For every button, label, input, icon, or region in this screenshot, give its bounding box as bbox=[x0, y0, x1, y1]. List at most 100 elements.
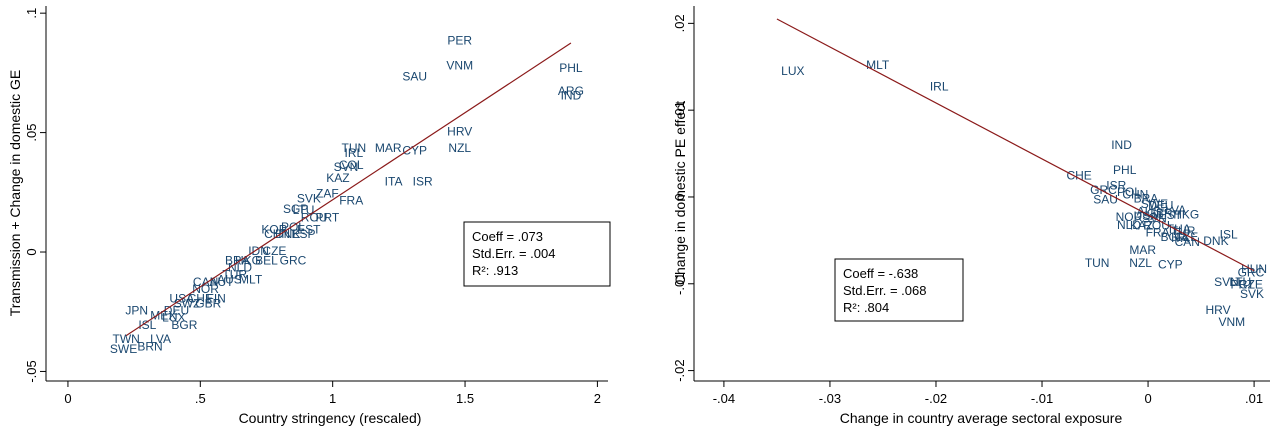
point-label-svn: SVN bbox=[1214, 275, 1239, 289]
point-label-sgp: SGP bbox=[283, 202, 308, 216]
point-label-lux: LUX bbox=[781, 64, 804, 78]
point-label-per: PER bbox=[447, 34, 472, 48]
x-tick-label: .5 bbox=[195, 391, 206, 406]
point-label-ltu: LTU bbox=[293, 203, 315, 217]
fitted-regression-line bbox=[125, 42, 572, 337]
point-label-est: EST bbox=[297, 222, 321, 236]
point-label-fra: FRA bbox=[1146, 226, 1170, 240]
point-label-nor: NOR bbox=[1116, 210, 1143, 224]
point-label-lux: LUX bbox=[162, 311, 185, 325]
y-tick-label: .1 bbox=[24, 8, 39, 19]
point-label-mar: MAR bbox=[1129, 243, 1156, 257]
point-label-ita: ITA bbox=[385, 175, 403, 189]
point-label-mlt: MLT bbox=[239, 272, 263, 286]
point-label-isl: ISL bbox=[1220, 227, 1238, 241]
y-axis-title: Transmission + Change in domestic GE bbox=[7, 70, 23, 317]
point-label-can: CAN bbox=[193, 275, 218, 289]
point-label-col: COL bbox=[339, 158, 364, 172]
point-label-aut: AUT bbox=[209, 275, 234, 289]
point-label-tha: THA bbox=[1167, 222, 1191, 236]
y-tick-label: -.01 bbox=[672, 273, 687, 295]
x-tick-label: 2 bbox=[594, 391, 601, 406]
regression-stat-line: R²: .913 bbox=[472, 263, 518, 278]
point-label-prt: PRT bbox=[1231, 278, 1255, 292]
y-tick-label: 0 bbox=[24, 248, 39, 255]
point-label-bgr: BGR bbox=[1160, 230, 1186, 244]
point-label-bra: BRA bbox=[1134, 192, 1159, 206]
x-tick-label: -.01 bbox=[1031, 391, 1053, 406]
x-tick-label: 1 bbox=[329, 391, 336, 406]
point-label-zaf: ZAF bbox=[316, 187, 339, 201]
x-tick-label: .01 bbox=[1245, 391, 1263, 406]
point-label-fra: FRA bbox=[339, 194, 363, 208]
point-label-grc: GRC bbox=[1090, 183, 1117, 197]
point-label-isr: ISR bbox=[413, 175, 433, 189]
y-tick-label: .05 bbox=[24, 124, 39, 142]
y-tick-label: .01 bbox=[672, 101, 687, 119]
point-label-isr: ISR bbox=[1106, 179, 1126, 193]
point-label-cyp: CYP bbox=[1158, 258, 1183, 272]
point-label-hrv: HRV bbox=[447, 124, 472, 138]
x-axis-title: Change in country average sectoral expos… bbox=[840, 410, 1123, 426]
point-label-tun: TUN bbox=[1085, 256, 1110, 270]
point-label-pol: POL bbox=[1117, 185, 1141, 199]
point-label-mex: MEX bbox=[150, 308, 176, 322]
point-label-hrv: HRV bbox=[1205, 303, 1230, 317]
y-tick-label: .02 bbox=[672, 14, 687, 32]
point-label-aus: AUS bbox=[1137, 205, 1162, 219]
regression-stat-line: Std.Err. = .068 bbox=[843, 283, 926, 298]
point-label-lva: LVA bbox=[1165, 203, 1186, 217]
point-label-svn: SVN bbox=[334, 160, 359, 174]
point-label-fin: FIN bbox=[207, 292, 226, 306]
x-axis-title: Country stringency (rescaled) bbox=[239, 410, 422, 426]
scatter-panel-2: -.04 -.03 -.02 -.01 0 .01 -.02 -.01 0 .01 .02 Chang… bbox=[672, 6, 1270, 426]
point-label-irl: IRL bbox=[930, 80, 949, 94]
point-label-swe: SWE bbox=[110, 342, 137, 356]
point-label-chn: CHN bbox=[264, 227, 290, 241]
point-label-can: CAN bbox=[1175, 235, 1200, 249]
point-label-mar: MAR bbox=[375, 141, 402, 155]
scatter-panel-1: 0 .5 1 1.5 2 -.05 0 .05 .1 Country stringency (re… bbox=[7, 6, 611, 426]
point-label-bra: BRA bbox=[225, 253, 250, 267]
point-label-aus: AUS bbox=[217, 272, 242, 286]
point-label-twn: TWN bbox=[113, 332, 140, 346]
point-label-nzl: NZL bbox=[448, 141, 471, 155]
point-label-tur: TUR bbox=[1171, 224, 1196, 238]
point-label-swe: SWE bbox=[1141, 197, 1168, 211]
point-label-grc: GRC bbox=[280, 253, 307, 267]
point-label-mlt: MLT bbox=[866, 58, 890, 72]
point-label-sau: SAU bbox=[1093, 193, 1118, 207]
x-tick-label: 1.5 bbox=[456, 391, 474, 406]
point-label-brn: BRN bbox=[137, 339, 162, 353]
point-label-bgr: BGR bbox=[171, 318, 197, 332]
x-tick-label: 0 bbox=[1144, 391, 1151, 406]
point-label-usa: USA bbox=[1134, 209, 1159, 223]
point-label-jpn: JPN bbox=[125, 304, 148, 318]
point-label-cyp: CYP bbox=[402, 144, 427, 158]
point-label-idn: IDN bbox=[248, 244, 269, 258]
point-label-tur: TUR bbox=[222, 268, 247, 282]
point-label-svk: SVK bbox=[297, 191, 321, 205]
point-label-chn: CHN bbox=[1122, 187, 1148, 201]
point-label-arg: ARG bbox=[558, 84, 584, 98]
x-tick-label: 0 bbox=[64, 391, 71, 406]
point-label-vnm: VNM bbox=[446, 59, 473, 73]
point-label-cze: CZE bbox=[1174, 230, 1198, 244]
point-label-rou: ROU bbox=[301, 210, 328, 224]
point-label-dnk: DNK bbox=[1203, 234, 1228, 248]
y-tick-label: -.05 bbox=[24, 360, 39, 382]
point-label-lva: LVA bbox=[150, 332, 171, 346]
point-label-ind: IND bbox=[1111, 138, 1132, 152]
regression-stat-line: Std.Err. = .004 bbox=[472, 246, 555, 261]
point-label-hkg: HKG bbox=[1173, 207, 1199, 221]
fitted-regression-line bbox=[776, 18, 1255, 272]
point-label-phl: PHL bbox=[1113, 163, 1137, 177]
point-label-kaz: KAZ bbox=[326, 171, 349, 185]
point-label-ind: IND bbox=[561, 89, 582, 103]
point-label-hun: HUN bbox=[1241, 262, 1267, 276]
regression-stat-line: Coeff = .073 bbox=[472, 229, 543, 244]
point-label-prt: PRT bbox=[315, 210, 339, 224]
point-label-nld: NLD bbox=[1117, 218, 1141, 232]
regression-stat-line: Coeff = -.638 bbox=[843, 266, 918, 281]
